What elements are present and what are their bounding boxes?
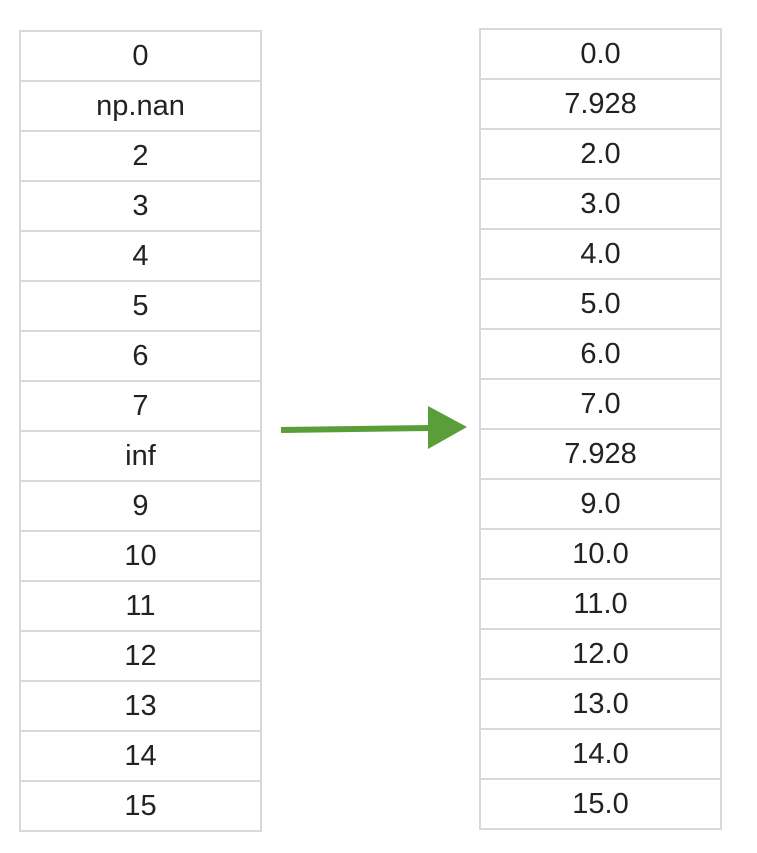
- table-cell: 7.0: [481, 380, 720, 430]
- table-cell: 0: [21, 32, 260, 82]
- table-cell: 5.0: [481, 280, 720, 330]
- table-cell: 7.928: [481, 80, 720, 130]
- table-cell: 7: [21, 382, 260, 432]
- table-cell: 9.0: [481, 480, 720, 530]
- table-cell: 0.0: [481, 30, 720, 80]
- arrow-right-icon: [280, 403, 470, 458]
- table-cell: 4.0: [481, 230, 720, 280]
- table-cell: 4: [21, 232, 260, 282]
- table-cell: 7.928: [481, 430, 720, 480]
- input-column: 0 np.nan 2 3 4 5 6 7 inf 9 10 11 12 13 14 15: [19, 30, 262, 832]
- table-cell: 9: [21, 482, 260, 532]
- table-cell: 15.0: [481, 780, 720, 830]
- table-cell: 14: [21, 732, 260, 782]
- table-cell: 3.0: [481, 180, 720, 230]
- table-cell: 13: [21, 682, 260, 732]
- table-cell: 12: [21, 632, 260, 682]
- table-cell: 10.0: [481, 530, 720, 580]
- table-cell: 14.0: [481, 730, 720, 780]
- table-cell: 3: [21, 182, 260, 232]
- table-cell: 11: [21, 582, 260, 632]
- table-cell: inf: [21, 432, 260, 482]
- table-cell: 11.0: [481, 580, 720, 630]
- table-cell: 15: [21, 782, 260, 832]
- table-cell: 10: [21, 532, 260, 582]
- output-column: 0.0 7.928 2.0 3.0 4.0 5.0 6.0 7.0 7.928 9.0 10.0 11…: [479, 28, 722, 830]
- table-cell: 13.0: [481, 680, 720, 730]
- table-cell: 6: [21, 332, 260, 382]
- table-cell: 2.0: [481, 130, 720, 180]
- table-cell: 5: [21, 282, 260, 332]
- table-cell: 6.0: [481, 330, 720, 380]
- table-cell: 12.0: [481, 630, 720, 680]
- table-cell: 2: [21, 132, 260, 182]
- table-cell: np.nan: [21, 82, 260, 132]
